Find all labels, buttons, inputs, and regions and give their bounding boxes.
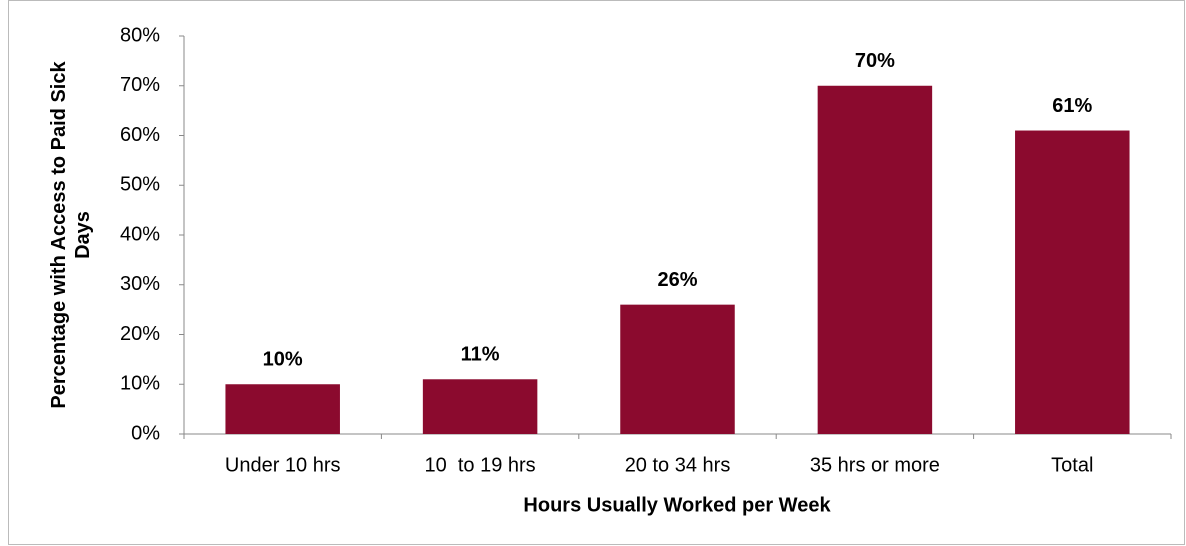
y-tick-label: 0% xyxy=(131,422,160,444)
y-tick-label: 40% xyxy=(120,223,160,245)
y-tick-label: 80% xyxy=(120,24,160,46)
x-tick-label: Total xyxy=(1051,454,1093,476)
frame xyxy=(8,0,1185,545)
y-tick-label: 30% xyxy=(120,273,160,295)
bar xyxy=(422,379,538,434)
data-label: 70% xyxy=(855,50,895,72)
y-tick-label: 70% xyxy=(120,74,160,96)
bar xyxy=(1015,130,1130,434)
data-label: 11% xyxy=(461,344,500,366)
y-label-line: Percentage with Access to Paid Sick xyxy=(48,61,70,409)
y-tick-label: 10% xyxy=(120,373,160,395)
bar xyxy=(817,85,933,434)
bar xyxy=(620,304,735,434)
y-tick-label: 50% xyxy=(120,174,160,196)
y-tick-label: 60% xyxy=(120,124,160,146)
x-tick-label: 20 to 34 hrs xyxy=(625,454,731,476)
data-label: 10% xyxy=(263,349,303,371)
x-tick-label: 10 to 19 hrs xyxy=(425,454,536,476)
y-axis-label: Percentage with Access to Paid Sick Days xyxy=(48,61,94,409)
data-label: 61% xyxy=(1052,95,1092,117)
bar xyxy=(225,384,340,434)
y-tick-label: 20% xyxy=(120,323,160,345)
x-tick-label: Under 10 hrs xyxy=(225,454,341,476)
x-tick-label: 35 hrs or more xyxy=(810,454,940,476)
y-label-line: Days xyxy=(72,211,94,259)
x-axis-label: Hours Usually Worked per Week xyxy=(523,494,831,516)
data-label: 26% xyxy=(657,269,697,291)
